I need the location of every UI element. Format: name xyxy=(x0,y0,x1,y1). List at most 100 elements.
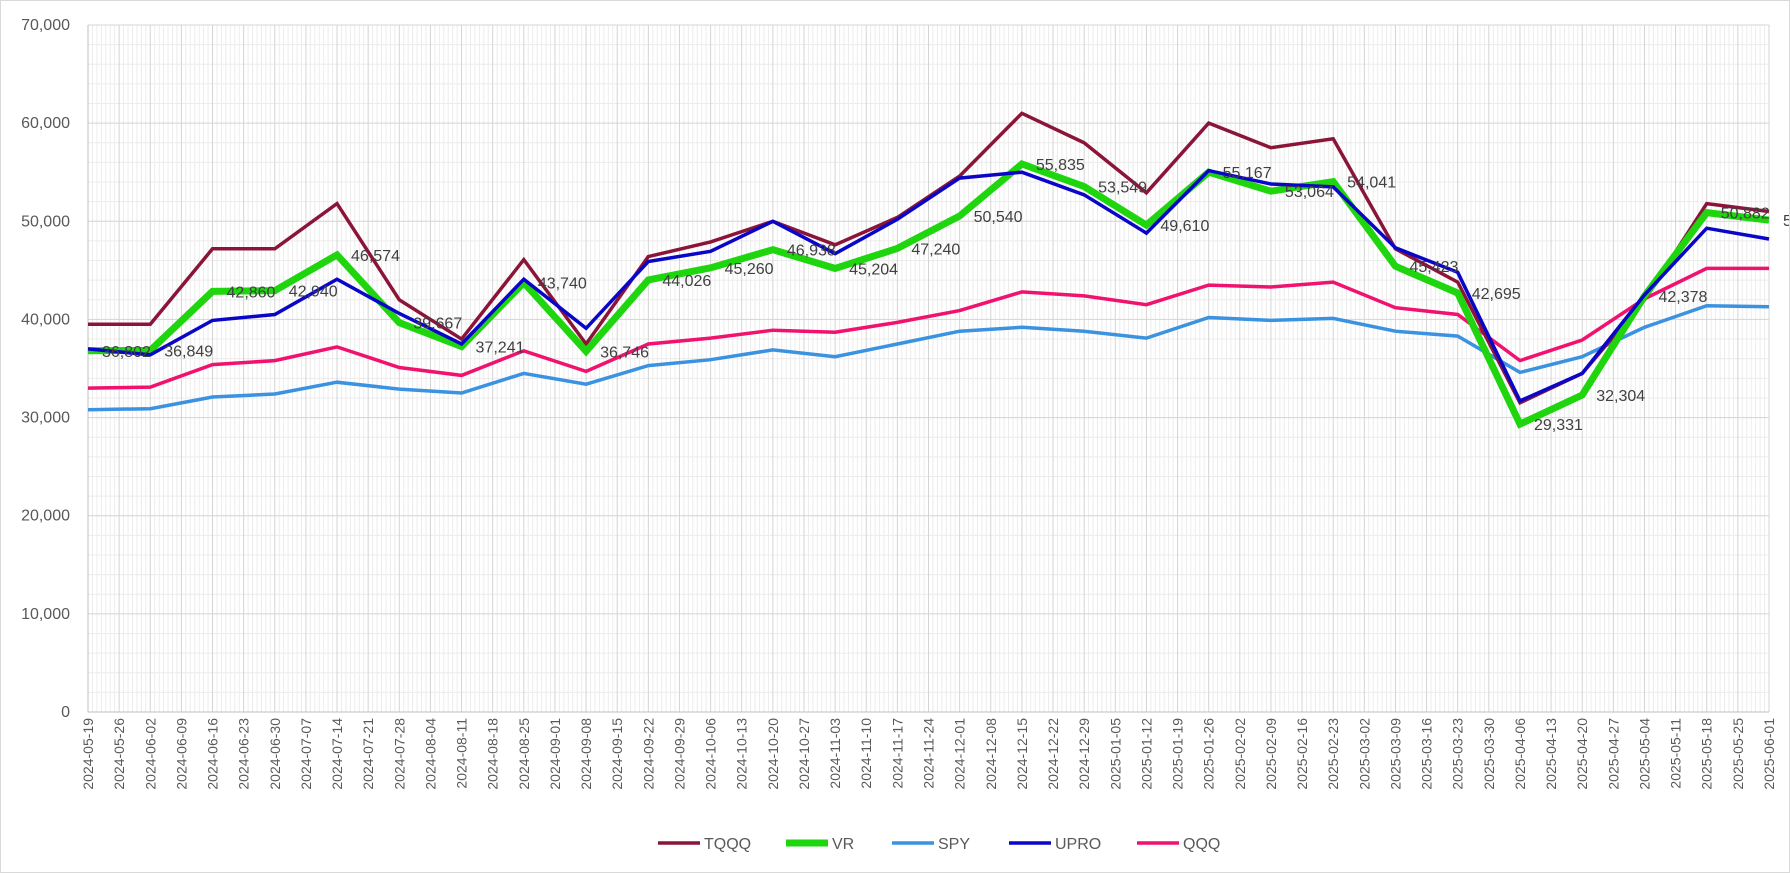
x-tick-label: 2024-07-07 xyxy=(298,718,314,790)
x-tick-label: 2025-01-12 xyxy=(1138,718,1154,790)
x-tick-label: 2024-12-01 xyxy=(952,718,968,790)
x-tick-label: 2024-10-06 xyxy=(703,718,719,790)
major-gridlines xyxy=(88,24,1770,712)
data-label: 53,549 xyxy=(1098,179,1147,196)
x-tick-label: 2024-12-22 xyxy=(1045,718,1061,790)
x-tick-label: 2024-07-28 xyxy=(391,718,407,790)
x-tick-label: 2024-10-27 xyxy=(796,718,812,790)
x-tick-label: 2025-05-18 xyxy=(1699,718,1715,790)
x-tick-label: 2024-11-10 xyxy=(858,718,874,789)
x-tick-label: 2024-05-19 xyxy=(80,718,96,790)
x-tick-label: 2025-05-11 xyxy=(1668,718,1684,789)
y-tick-label: 30,000 xyxy=(21,410,70,427)
x-tick-label: 2025-04-20 xyxy=(1574,718,1590,790)
x-tick-label: 2025-05-04 xyxy=(1636,718,1652,790)
data-label: 36,746 xyxy=(600,344,649,361)
x-tick-label: 2025-02-16 xyxy=(1294,718,1310,790)
legend-label-qqq: QQQ xyxy=(1183,836,1220,853)
y-tick-label: 70,000 xyxy=(21,17,70,34)
minor-gridlines xyxy=(88,25,1769,712)
series-line-vr xyxy=(87,160,1770,429)
x-tick-label: 2024-09-15 xyxy=(609,718,625,790)
x-tick-label: 2025-06-01 xyxy=(1761,718,1777,790)
x-tick-label: 2024-06-16 xyxy=(205,718,221,790)
data-label: 55,835 xyxy=(1036,157,1085,174)
y-tick-label: 40,000 xyxy=(21,311,70,328)
data-label: 37,241 xyxy=(476,340,525,357)
x-tick-label: 2024-06-30 xyxy=(267,718,283,790)
y-tick-label: 60,000 xyxy=(21,115,70,132)
data-label: 50,540 xyxy=(974,209,1023,226)
x-tick-label: 2025-03-16 xyxy=(1419,718,1435,790)
data-label: 45,423 xyxy=(1409,259,1458,276)
x-tick-label: 2024-09-22 xyxy=(640,718,656,790)
legend-label-vr: VR xyxy=(832,836,854,853)
data-label: 44,026 xyxy=(662,273,711,290)
x-tick-label: 2025-02-02 xyxy=(1232,718,1248,790)
y-axis-tick-labels: 0 10,000 20,000 30,000 40,000 50,000 60,000 70,… xyxy=(21,17,70,721)
data-label: 45,260 xyxy=(725,261,774,278)
x-tick-label: 2024-06-09 xyxy=(173,718,189,790)
x-tick-label: 2024-08-18 xyxy=(485,718,501,790)
data-label: 46,938 xyxy=(787,243,836,260)
x-tick-label: 2025-02-23 xyxy=(1325,718,1341,790)
data-label: 42,940 xyxy=(289,284,338,301)
x-tick-label: 2024-06-02 xyxy=(142,718,158,790)
x-tick-label: 2024-08-25 xyxy=(516,718,532,790)
data-label: 54,041 xyxy=(1347,175,1396,192)
x-tick-label: 2024-10-13 xyxy=(734,718,750,790)
data-label: 50,119 xyxy=(1783,213,1789,230)
data-label: 53,064 xyxy=(1285,184,1334,201)
x-tick-label: 2025-01-05 xyxy=(1107,718,1123,790)
x-tick-label: 2024-11-24 xyxy=(921,718,937,789)
x-tick-label: 2024-06-23 xyxy=(236,718,252,790)
data-labels: 36,802 36,849 42,860 42,940 46,574 39,667 37,2… xyxy=(102,157,1789,434)
data-label: 29,331 xyxy=(1534,417,1583,434)
x-tick-label: 2024-09-29 xyxy=(671,718,687,790)
data-label: 45,204 xyxy=(849,261,898,278)
x-tick-label: 2025-04-27 xyxy=(1605,718,1621,790)
data-label: 42,860 xyxy=(227,284,276,301)
x-tick-label: 2024-09-08 xyxy=(578,718,594,790)
series-line-upro xyxy=(87,168,1770,404)
data-label: 55,167 xyxy=(1223,165,1272,182)
x-tick-label: 2024-09-01 xyxy=(547,718,563,790)
data-label: 42,378 xyxy=(1658,289,1707,306)
x-tick-label: 2024-12-08 xyxy=(983,718,999,790)
data-label: 49,610 xyxy=(1160,218,1209,235)
legend-label-upro: UPRO xyxy=(1055,836,1101,853)
data-label: 43,740 xyxy=(538,276,587,293)
x-tick-label: 2025-01-26 xyxy=(1201,718,1217,790)
x-tick-label: 2025-03-09 xyxy=(1387,718,1403,790)
data-label: 47,240 xyxy=(911,241,960,258)
y-tick-label: 20,000 xyxy=(21,508,70,525)
x-tick-label: 2025-04-06 xyxy=(1512,718,1528,790)
legend-label-tqqq: TQQQ xyxy=(704,836,751,853)
x-tick-label: 2024-08-04 xyxy=(422,718,438,790)
y-tick-label: 50,000 xyxy=(21,213,70,230)
x-tick-label: 2024-11-03 xyxy=(827,718,843,789)
data-label: 39,667 xyxy=(413,316,462,333)
x-tick-label: 2024-10-20 xyxy=(765,718,781,790)
series-lines xyxy=(87,111,1770,429)
x-tick-label: 2025-04-13 xyxy=(1543,718,1559,790)
axes xyxy=(87,25,1769,713)
x-tick-label: 2024-12-15 xyxy=(1014,718,1030,790)
data-label: 36,802 xyxy=(102,344,151,361)
legend-label-spy: SPY xyxy=(938,836,970,853)
x-tick-label: 2025-03-02 xyxy=(1356,718,1372,790)
x-tick-label: 2024-07-21 xyxy=(360,718,376,790)
x-tick-label: 2024-12-29 xyxy=(1076,718,1092,790)
x-tick-label: 2024-11-17 xyxy=(889,718,905,789)
data-label: 32,304 xyxy=(1596,388,1645,405)
x-tick-label: 2025-03-23 xyxy=(1450,718,1466,790)
x-tick-label: 2024-08-11 xyxy=(454,718,470,789)
x-tick-label: 2024-05-26 xyxy=(111,718,127,790)
x-tick-label: 2025-05-25 xyxy=(1730,718,1746,790)
data-label: 42,695 xyxy=(1472,286,1521,303)
data-label: 36,849 xyxy=(164,343,213,360)
x-axis-tick-labels: 2024-05-19 2024-05-26 2024-06-02 2024-06-09… xyxy=(80,718,1777,790)
data-label: 50,882 xyxy=(1721,206,1770,223)
